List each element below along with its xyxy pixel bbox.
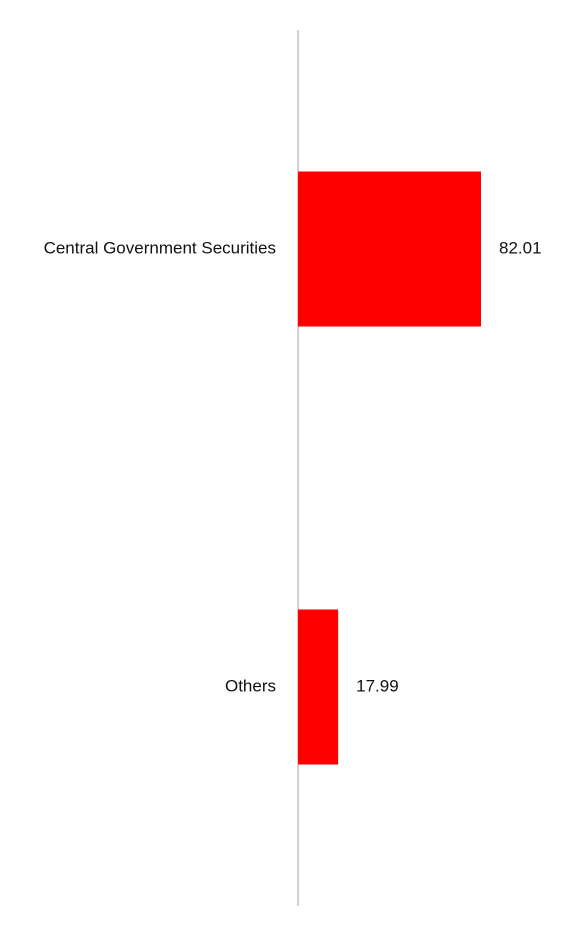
bar bbox=[298, 171, 481, 327]
value-label: 82.01 bbox=[499, 238, 542, 257]
value-label: 17.99 bbox=[356, 676, 399, 695]
category-label: Central Government Securities bbox=[44, 238, 276, 257]
category-label: Others bbox=[225, 676, 276, 695]
bar bbox=[298, 609, 339, 765]
